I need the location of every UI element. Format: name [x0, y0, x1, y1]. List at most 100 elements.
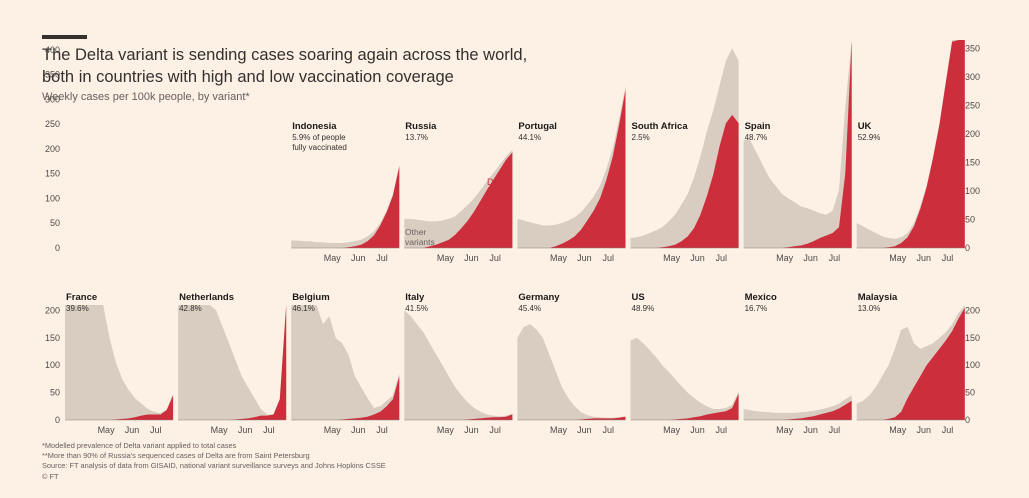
x-tick-france-jun: Jun: [125, 425, 140, 435]
x-tick-italy-jun: Jun: [464, 425, 479, 435]
x-tick-uk-may: May: [889, 253, 907, 263]
country-label-us: US: [632, 292, 645, 303]
vaccinated-label-germany: 45.4%: [518, 304, 541, 313]
footnote-delta-model: *Modelled prevalence of Delta variant ap…: [42, 441, 237, 450]
x-tick-italy-jul: Jul: [489, 425, 501, 435]
x-tick-spain-may: May: [776, 253, 794, 263]
area-delta-germany: [517, 416, 626, 420]
x-tick-russia-jun: Jun: [464, 253, 479, 263]
country-label-germany: Germany: [518, 292, 560, 303]
x-tick-mexico-jul: Jul: [829, 425, 841, 435]
x-tick-indonesia-jul: Jul: [376, 253, 388, 263]
area-delta-spain: [743, 40, 852, 248]
x-tick-portugal-jun: Jun: [577, 253, 592, 263]
x-tick-netherlands-jul: Jul: [263, 425, 275, 435]
area-other-netherlands: [178, 305, 287, 420]
vaccinated-label-belgium: 46.1%: [292, 304, 315, 313]
left-tick-1-50: 50: [50, 388, 60, 398]
x-tick-russia-may: May: [437, 253, 455, 263]
left-tick-1-0: 0: [55, 415, 60, 425]
country-label-uk: UK: [858, 121, 872, 132]
vaccinated-label-uk: 52.9%: [858, 133, 881, 142]
area-delta-indonesia: [291, 166, 400, 248]
x-tick-spain-jul: Jul: [829, 253, 841, 263]
chart-title-line-1: The Delta variant is sending cases soari…: [42, 46, 528, 64]
vaccinated-label-russia: 13.7%: [405, 133, 428, 142]
x-tick-france-may: May: [98, 425, 116, 435]
x-tick-south-africa-may: May: [663, 253, 681, 263]
right-tick-1-0: 0: [965, 415, 970, 425]
area-delta-south-africa: [630, 114, 739, 249]
country-label-indonesia: Indonesia: [292, 121, 337, 132]
x-tick-belgium-jul: Jul: [376, 425, 388, 435]
right-tick-1-50: 50: [965, 388, 975, 398]
vaccinated-label-malaysia: 13.0%: [858, 304, 881, 313]
vaccinated-label-italy: 41.5%: [405, 304, 428, 313]
left-tick-1-200: 200: [45, 305, 60, 315]
copyright: © FT: [42, 471, 59, 481]
x-tick-spain-jun: Jun: [803, 253, 818, 263]
x-tick-malaysia-may: May: [889, 425, 907, 435]
x-tick-us-jun: Jun: [690, 425, 705, 435]
right-tick-0-100: 100: [965, 186, 980, 196]
area-delta-us: [630, 393, 739, 420]
country-label-portugal: Portugal: [518, 121, 557, 132]
chart-title: The Delta variant is sending cases soari…: [42, 44, 562, 88]
country-label-italy: Italy: [405, 292, 425, 303]
area-other-italy: [404, 310, 513, 420]
chart-footer: *Modelled prevalence of Delta variant ap…: [42, 441, 386, 482]
vaccinated-label-netherlands: 42.8%: [179, 304, 202, 313]
area-other-us: [630, 337, 739, 420]
x-tick-germany-jul: Jul: [602, 425, 614, 435]
source-note: Source: FT analysis of data from GISAID,…: [42, 461, 386, 471]
country-label-belgium: Belgium: [292, 292, 329, 303]
footnote-russia: **More than 90% of Russia's sequenced ca…: [42, 451, 310, 461]
area-other-belgium: [291, 305, 400, 420]
vaccinated-label-south-africa: 2.5%: [632, 133, 650, 142]
vaccinated-label-portugal: 44.1%: [518, 133, 541, 142]
series-label-other-0: Other: [405, 227, 426, 237]
right-tick-0-50: 50: [965, 215, 975, 225]
vaccinated-label-indonesia: 5.9% of people: [292, 133, 346, 142]
right-tick-0-350: 350: [965, 44, 980, 54]
x-tick-malaysia-jun: Jun: [916, 425, 931, 435]
left-tick-1-150: 150: [45, 333, 60, 343]
country-label-south-africa: South Africa: [632, 121, 689, 132]
x-tick-south-africa-jun: Jun: [690, 253, 705, 263]
x-tick-indonesia-may: May: [324, 253, 342, 263]
vaccinated-label-indonesia-1: fully vaccinated: [292, 143, 347, 152]
right-tick-0-150: 150: [965, 158, 980, 168]
right-tick-0-300: 300: [965, 72, 980, 82]
left-tick-0-300: 300: [45, 94, 60, 104]
chart-subtitle: Weekly cases per 100k people, by variant…: [42, 91, 250, 103]
x-tick-russia-jul: Jul: [489, 253, 501, 263]
series-label-other-1: variants: [405, 237, 435, 247]
right-tick-1-100: 100: [965, 360, 980, 370]
left-tick-0-100: 100: [45, 193, 60, 203]
x-tick-indonesia-jun: Jun: [351, 253, 366, 263]
country-label-mexico: Mexico: [745, 292, 777, 303]
x-tick-mexico-may: May: [776, 425, 794, 435]
country-label-russia: Russia: [405, 121, 437, 132]
area-delta-portugal: [517, 89, 626, 249]
series-label-delta: Delta: [487, 177, 508, 187]
x-tick-uk-jul: Jul: [942, 253, 954, 263]
left-tick-0-350: 350: [45, 70, 60, 80]
right-tick-1-200: 200: [965, 305, 980, 315]
country-label-france: France: [66, 292, 97, 303]
x-tick-italy-may: May: [437, 425, 455, 435]
area-delta-uk: [856, 40, 965, 248]
left-tick-0-150: 150: [45, 169, 60, 179]
area-delta-russia: [404, 152, 513, 248]
area-delta-malaysia: [856, 307, 965, 420]
area-delta-italy: [404, 414, 513, 420]
x-tick-uk-jun: Jun: [916, 253, 931, 263]
right-tick-0-0: 0: [965, 243, 970, 253]
x-tick-south-africa-jul: Jul: [716, 253, 728, 263]
right-tick-1-150: 150: [965, 333, 980, 343]
area-delta-france: [65, 395, 174, 420]
x-tick-germany-jun: Jun: [577, 425, 592, 435]
area-other-germany: [517, 324, 626, 420]
x-tick-mexico-jun: Jun: [803, 425, 818, 435]
left-tick-1-100: 100: [45, 360, 60, 370]
